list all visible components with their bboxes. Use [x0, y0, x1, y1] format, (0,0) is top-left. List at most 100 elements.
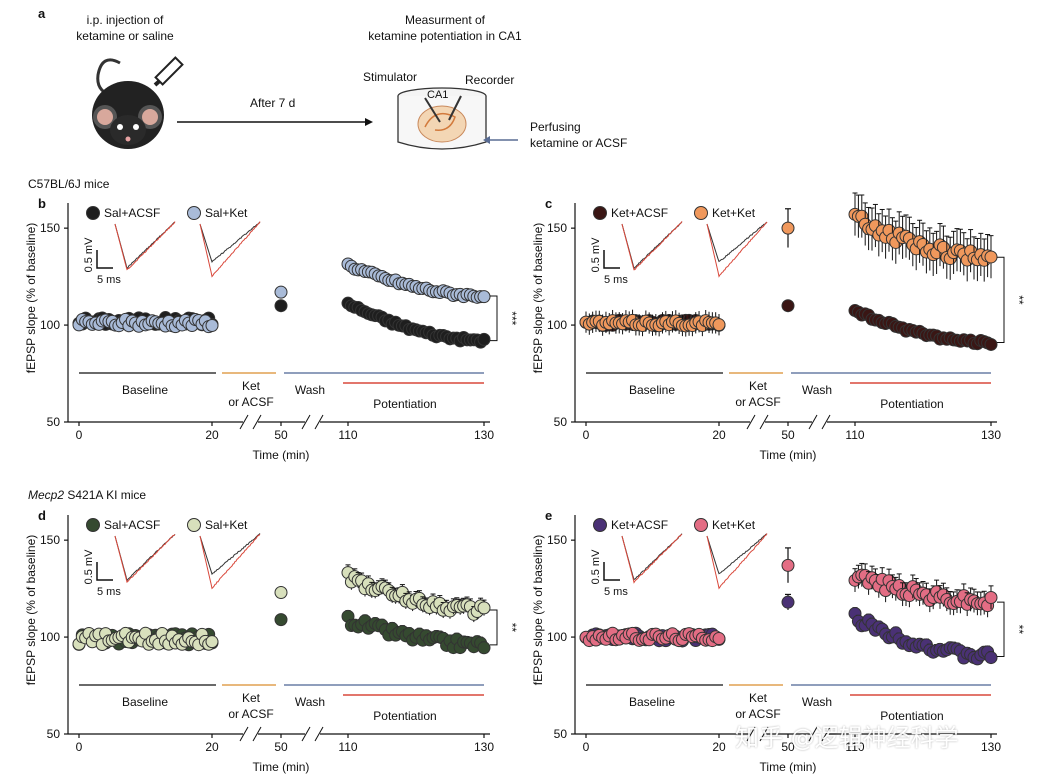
- scale-label-t: 5 ms: [604, 586, 628, 598]
- injection-label: i.p. injection of ketamine or saline: [76, 13, 174, 43]
- legend-marker: [694, 518, 708, 532]
- trace-right-red: [199, 221, 261, 278]
- hippocampal-slice: [417, 105, 467, 143]
- panel-letter-e: e: [545, 508, 552, 523]
- legend-label: Ket+ACSF: [611, 518, 668, 532]
- phase-label-potentiation: Potentiation: [880, 709, 943, 723]
- mouse-illustration: [92, 56, 184, 149]
- ca1-label: CA1: [427, 89, 448, 101]
- phase-label-ket: or ACSF: [735, 395, 780, 409]
- x-tick-label: 130: [981, 740, 1001, 754]
- axis-break-mark: [301, 414, 311, 430]
- trace-right-red: [199, 533, 261, 590]
- axis-break-mark: [239, 726, 249, 742]
- panel-letter-c: c: [545, 196, 552, 211]
- x-tick-label: 0: [583, 740, 590, 754]
- axis-break-mark: [746, 414, 756, 430]
- phase-label-wash: Wash: [802, 383, 832, 397]
- axis-break-mark: [239, 414, 249, 430]
- data-point-potentiation: [984, 651, 998, 665]
- x-axis-label: Time (min): [760, 760, 817, 774]
- scale-label-t: 5 ms: [97, 274, 121, 286]
- legend-label: Ket+Ket: [712, 206, 756, 220]
- scale-bar: [603, 562, 620, 581]
- scale-label-v: 0.5 mV: [590, 237, 602, 273]
- data-point-ketamine: [274, 585, 288, 599]
- data-point-ketamine: [274, 299, 288, 313]
- significance-stars: **: [1012, 625, 1026, 635]
- legend-label: Sal+ACSF: [104, 206, 160, 220]
- y-tick-label: 50: [554, 415, 568, 429]
- trace-right-black: [706, 533, 768, 575]
- phase-label-wash: Wash: [802, 695, 832, 709]
- data-point-potentiation: [984, 250, 998, 264]
- slice-chamber-illustration: CA1: [397, 87, 487, 150]
- group-label-mecp2: Mecp2 S421A KI mice: [28, 488, 146, 502]
- significance-bracket: [490, 609, 498, 646]
- data-point-baseline: [205, 635, 219, 649]
- y-tick-label: 100: [40, 318, 60, 332]
- axis-break-mark: [252, 726, 262, 742]
- scale-label-t: 5 ms: [97, 586, 121, 598]
- legend-marker: [86, 518, 100, 532]
- x-tick-label: 110: [845, 740, 864, 754]
- x-tick-label: 0: [76, 740, 83, 754]
- x-axis-label: Time (min): [253, 448, 310, 462]
- significance-bracket: [997, 601, 1005, 657]
- data-point-potentiation: [477, 641, 491, 655]
- syringe-icon: [154, 56, 184, 86]
- trace-left-black: [621, 221, 683, 270]
- y-tick-label: 100: [547, 630, 567, 644]
- watermark: 知乎 @逻辑神经科学: [735, 724, 959, 752]
- significance-stars: **: [505, 623, 519, 633]
- x-tick-label: 130: [981, 428, 1001, 442]
- y-tick-label: 150: [547, 221, 567, 235]
- after-arrow: [177, 118, 373, 126]
- x-tick-label: 20: [205, 740, 219, 754]
- data-point-baseline: [712, 632, 726, 646]
- legend-label: Sal+ACSF: [104, 518, 160, 532]
- data-point-potentiation: [984, 337, 998, 351]
- x-tick-label: 130: [474, 740, 494, 754]
- scale-bar: [96, 250, 113, 269]
- scale-label-v: 0.5 mV: [83, 549, 95, 585]
- legend-label: Sal+Ket: [205, 518, 248, 532]
- legend-label: Ket+Ket: [712, 518, 756, 532]
- phase-label-potentiation: Potentiation: [373, 397, 436, 411]
- significance-bracket: [490, 295, 498, 342]
- axis-break-mark: [821, 726, 831, 742]
- measurement-label: Measurment of ketamine potentiation in C…: [368, 13, 522, 43]
- panel-letter-d: d: [38, 508, 46, 523]
- panel-letter-a: a: [38, 6, 46, 21]
- y-axis-label: fEPSP slope (% of baseline): [531, 223, 545, 374]
- axis-break-mark: [252, 414, 262, 430]
- data-point-baseline: [205, 318, 219, 332]
- x-tick-label: 20: [712, 428, 726, 442]
- y-axis-label: fEPSP slope (% of baseline): [24, 535, 38, 686]
- legend-marker: [86, 206, 100, 220]
- phase-label-ket: or ACSF: [228, 707, 273, 721]
- legend-marker: [593, 518, 607, 532]
- y-tick-label: 150: [40, 533, 60, 547]
- y-tick-label: 100: [40, 630, 60, 644]
- perfusing-arrow: [483, 136, 518, 144]
- phase-label-ket: Ket: [242, 691, 261, 705]
- y-tick-label: 100: [547, 318, 567, 332]
- data-point-ketamine: [274, 613, 288, 627]
- data-point-ketamine: [781, 299, 795, 313]
- trace-right-black: [199, 533, 261, 576]
- significance-stars: **: [1012, 295, 1026, 305]
- phase-label-baseline: Baseline: [629, 383, 675, 397]
- data-point-ketamine: [274, 285, 288, 299]
- perfusing-label: Perfusing ketamine or ACSF: [530, 120, 628, 150]
- mecp2-gene: Mecp2: [28, 488, 65, 502]
- trace-left-red: [621, 533, 683, 584]
- trace-left-black: [114, 533, 176, 582]
- x-tick-label: 50: [274, 428, 288, 442]
- stimulator-electrode: [424, 97, 441, 123]
- phase-label-potentiation: Potentiation: [373, 709, 436, 723]
- trace-left-red: [114, 534, 176, 584]
- axis-break-mark: [759, 414, 769, 430]
